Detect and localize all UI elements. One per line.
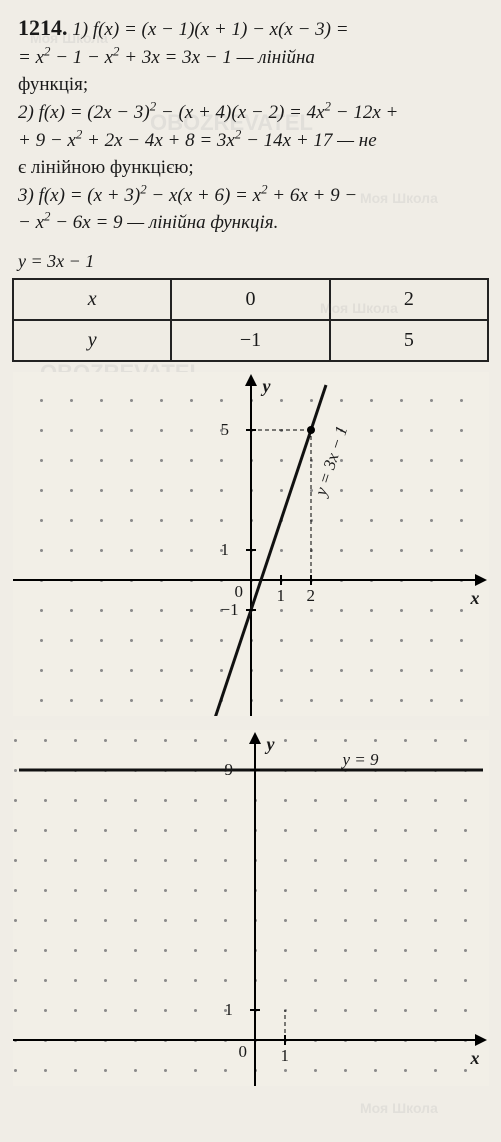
part-1-line-2: = x2 − 1 − x2 + 3x = 3x − 1 — лінійна xyxy=(18,44,483,72)
y-tick-label: 5 xyxy=(221,420,230,440)
y-tick-label: 1 xyxy=(225,1000,234,1020)
part-3-line-1: 3) f(x) = (x + 3)2 − x(x + 6) = x2 + 6x … xyxy=(18,182,483,210)
part-3-line-2: − x2 − 6x = 9 — лінійна функція. xyxy=(18,209,483,237)
part-2-line-1: 2) f(x) = (2x − 3)2 − (x + 4)(x − 2) = 4… xyxy=(18,99,483,127)
x-tick-label: 1 xyxy=(277,586,286,606)
part-1-line-3: функція; xyxy=(18,71,483,99)
x-axis-label: x xyxy=(471,1048,480,1069)
y-axis-label: y xyxy=(267,734,275,755)
y-axis-label: y xyxy=(263,376,271,397)
graph-constant: y = 9yx0191 xyxy=(13,730,489,1086)
x-tick-label: 2 xyxy=(307,586,316,606)
table-row: x 0 2 xyxy=(13,279,488,320)
table-cell: −1 xyxy=(171,320,329,361)
y-tick-label: 1 xyxy=(221,540,230,560)
table-cell: y xyxy=(13,320,171,361)
part-2-line-2: + 9 − x2 + 2x − 4x + 8 = 3x2 − 14x + 17 … xyxy=(18,127,483,155)
table-row: y −1 5 xyxy=(13,320,488,361)
x-tick-label: 1 xyxy=(281,1046,290,1066)
y-tick-label: −1 xyxy=(221,600,239,620)
table-cell: x xyxy=(13,279,171,320)
y-tick-label: 9 xyxy=(225,760,234,780)
equation-above-table: y = 3x − 1 xyxy=(18,251,501,272)
origin-label: 0 xyxy=(239,1042,248,1062)
part-2-line-3: є лінійною функцією; xyxy=(18,154,483,182)
x-axis-label: x xyxy=(471,588,480,609)
problem-number: 1214. xyxy=(18,15,68,40)
table-cell: 5 xyxy=(330,320,488,361)
table-cell: 2 xyxy=(330,279,488,320)
value-table: x 0 2 y −1 5 xyxy=(12,278,489,362)
graph-linear: y = 3x − 1yx015−112 xyxy=(13,372,489,716)
origin-label: 0 xyxy=(235,582,244,602)
solution-content: 1214. 1) f(x) = (x − 1)(x + 1) − x(x − 3… xyxy=(0,0,501,245)
table-cell: 0 xyxy=(171,279,329,320)
part-1-line-1: 1214. 1) f(x) = (x − 1)(x + 1) − x(x − 3… xyxy=(18,12,483,44)
